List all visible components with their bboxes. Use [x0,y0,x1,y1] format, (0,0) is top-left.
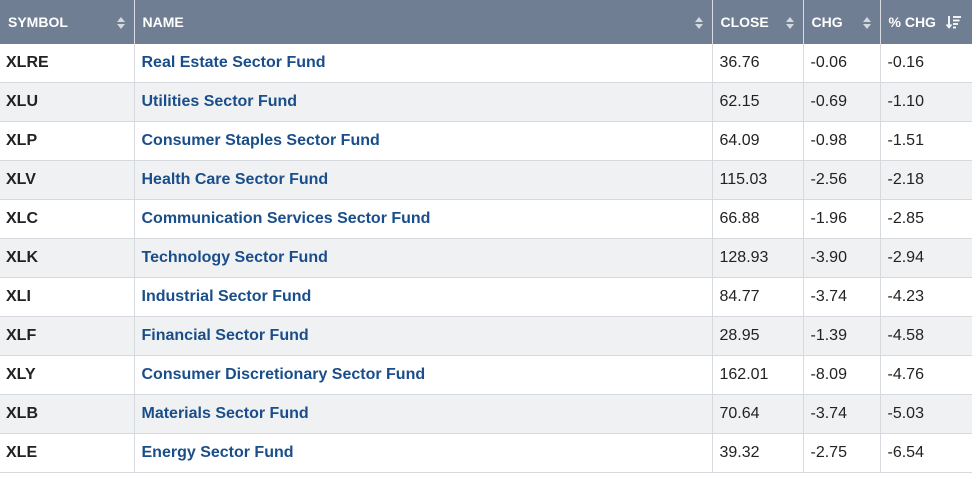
cell-close: 28.95 [712,316,804,356]
cell-chg: -1.39 [803,316,881,356]
fund-name-link[interactable]: Industrial Sector Fund [141,288,312,305]
table-row[interactable]: XLV Health Care Sector Fund 115.03 -2.56 -2.… [0,160,972,200]
cell-close: 162.01 [712,355,804,395]
cell-pct-chg: -4.58 [880,316,972,356]
cell-symbol: XLI [0,277,135,317]
cell-name: Consumer Staples Sector Fund [134,121,713,161]
cell-symbol: XLV [0,160,135,200]
cell-close: 84.77 [712,277,804,317]
table-body: XLRE Real Estate Sector Fund 36.76 -0.06 -0.… [0,44,972,473]
table-row[interactable]: XLF Financial Sector Fund 28.95 -1.39 -4.58 [0,316,972,356]
table-row[interactable]: XLI Industrial Sector Fund 84.77 -3.74 -4.23 [0,277,972,317]
cell-symbol: XLU [0,82,135,122]
sort-arrows-icon[interactable] [862,17,871,29]
cell-chg: -2.75 [803,433,881,473]
cell-pct-chg: -0.16 [880,44,972,83]
cell-pct-chg: -1.51 [880,121,972,161]
cell-name: Real Estate Sector Fund [134,44,713,83]
table-row[interactable]: XLU Utilities Sector Fund 62.15 -0.69 -1.10 [0,82,972,122]
cell-close: 66.88 [712,199,804,239]
cell-name: Communication Services Sector Fund [134,199,713,239]
table-header: SYMBOL NAME CLOSE CHG % CHG [0,0,972,44]
cell-name: Materials Sector Fund [134,394,713,434]
table-row[interactable]: XLRE Real Estate Sector Fund 36.76 -0.06 -0.… [0,44,972,83]
cell-pct-chg: -5.03 [880,394,972,434]
fund-name-link[interactable]: Communication Services Sector Fund [141,210,431,227]
fund-name-link[interactable]: Financial Sector Fund [141,327,309,344]
sort-arrows-icon[interactable] [116,17,125,29]
cell-chg: -3.90 [803,238,881,278]
cell-chg: -0.98 [803,121,881,161]
cell-close: 39.32 [712,433,804,473]
cell-name: Utilities Sector Fund [134,82,713,122]
cell-name: Consumer Discretionary Sector Fund [134,355,713,395]
column-header-close-label: CLOSE [720,14,769,30]
table-row[interactable]: XLE Energy Sector Fund 39.32 -2.75 -6.54 [0,433,972,473]
column-header-pct-chg-label: % CHG [888,14,936,30]
cell-symbol: XLRE [0,44,135,83]
cell-close: 36.76 [712,44,804,83]
table-row[interactable]: XLB Materials Sector Fund 70.64 -3.74 -5.03 [0,394,972,434]
cell-close: 62.15 [712,82,804,122]
cell-chg: -2.56 [803,160,881,200]
cell-chg: -1.96 [803,199,881,239]
cell-pct-chg: -4.76 [880,355,972,395]
column-header-name[interactable]: NAME [134,0,713,44]
table-row[interactable]: XLK Technology Sector Fund 128.93 -3.90 -2.9… [0,238,972,278]
cell-symbol: XLK [0,238,135,278]
fund-name-link[interactable]: Materials Sector Fund [141,405,309,422]
column-header-chg[interactable]: CHG [803,0,881,44]
header-row: SYMBOL NAME CLOSE CHG % CHG [0,0,972,44]
cell-symbol: XLB [0,394,135,434]
cell-name: Technology Sector Fund [134,238,713,278]
column-header-symbol[interactable]: SYMBOL [0,0,135,44]
column-header-pct-chg[interactable]: % CHG [880,0,972,44]
table-row[interactable]: XLC Communication Services Sector Fund 66.… [0,199,972,239]
fund-name-link[interactable]: Technology Sector Fund [141,249,328,266]
column-header-name-label: NAME [142,14,184,30]
fund-name-link[interactable]: Utilities Sector Fund [141,93,298,110]
cell-symbol: XLF [0,316,135,356]
cell-chg: -0.06 [803,44,881,83]
sort-descending-icon[interactable] [946,15,962,29]
cell-name: Energy Sector Fund [134,433,713,473]
cell-pct-chg: -2.18 [880,160,972,200]
cell-symbol: XLC [0,199,135,239]
cell-name: Health Care Sector Fund [134,160,713,200]
cell-pct-chg: -1.10 [880,82,972,122]
cell-symbol: XLE [0,433,135,473]
cell-pct-chg: -2.94 [880,238,972,278]
fund-name-link[interactable]: Consumer Discretionary Sector Fund [141,366,426,383]
cell-chg: -8.09 [803,355,881,395]
fund-name-link[interactable]: Real Estate Sector Fund [141,54,326,71]
cell-pct-chg: -2.85 [880,199,972,239]
cell-close: 115.03 [712,160,804,200]
cell-symbol: XLP [0,121,135,161]
cell-symbol: XLY [0,355,135,395]
fund-name-link[interactable]: Energy Sector Fund [141,444,294,461]
cell-close: 128.93 [712,238,804,278]
cell-chg: -3.74 [803,277,881,317]
cell-close: 64.09 [712,121,804,161]
column-header-chg-label: CHG [811,14,843,30]
sort-arrows-icon[interactable] [694,17,703,29]
column-header-close[interactable]: CLOSE [712,0,804,44]
cell-pct-chg: -6.54 [880,433,972,473]
cell-chg: -3.74 [803,394,881,434]
column-header-symbol-label: SYMBOL [8,14,68,30]
cell-close: 70.64 [712,394,804,434]
cell-name: Financial Sector Fund [134,316,713,356]
fund-name-link[interactable]: Health Care Sector Fund [141,171,329,188]
cell-pct-chg: -4.23 [880,277,972,317]
cell-name: Industrial Sector Fund [134,277,713,317]
sort-arrows-icon[interactable] [785,17,794,29]
fund-name-link[interactable]: Consumer Staples Sector Fund [141,132,380,149]
cell-chg: -0.69 [803,82,881,122]
table-row[interactable]: XLY Consumer Discretionary Sector Fund 162… [0,355,972,395]
table-row[interactable]: XLP Consumer Staples Sector Fund 64.09 -0.9… [0,121,972,161]
